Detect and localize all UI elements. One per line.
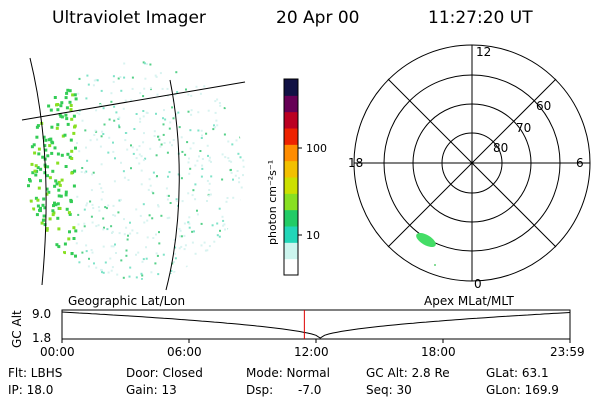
gain-status: Gain: 13 xyxy=(126,383,177,397)
time-tick-1800: 18:00 xyxy=(421,345,456,359)
colorbar-segment xyxy=(284,79,298,96)
seq-status: Seq: 30 xyxy=(366,383,412,397)
mode-status: Mode: Normal xyxy=(246,366,330,380)
colorbar-gradient xyxy=(284,79,298,276)
colorbar-unit-label: photon cm⁻²s⁻¹ xyxy=(266,160,279,245)
date-label: 20 Apr 00 xyxy=(276,8,360,28)
glat-status: GLat: 63.1 xyxy=(486,366,549,380)
altitude-curve xyxy=(61,311,571,339)
door-status: Door: Closed xyxy=(126,366,203,380)
mlat-label-60: 60 xyxy=(536,99,551,113)
apex-caption: Apex MLat/MLT xyxy=(424,294,514,308)
mlt-label-18: 18 xyxy=(348,156,363,170)
time-tick-0600: 06:00 xyxy=(167,345,202,359)
mlt-label-6: 6 xyxy=(576,156,584,170)
dsp-label: Dsp: xyxy=(246,383,274,397)
geographic-caption: Geographic Lat/Lon xyxy=(68,294,186,308)
altitude-tick-high: 9.0 xyxy=(32,307,51,321)
glon-status: GLon: 169.9 xyxy=(486,383,559,397)
dsp-value: -7.0 xyxy=(298,383,322,397)
time-tick-1200: 12:00 xyxy=(294,345,329,359)
colorbar-segment xyxy=(284,242,298,260)
colorbar-tick-100: 100 xyxy=(306,142,327,155)
mlat-label-80: 80 xyxy=(493,141,508,155)
colorbar-segment xyxy=(284,193,298,211)
colorbar-segment xyxy=(284,258,298,276)
mlat-label-70: 70 xyxy=(516,121,531,135)
geographic-image-panel xyxy=(21,57,246,291)
colorbar-segment xyxy=(284,160,298,178)
time-tick-2359: 23:59 xyxy=(550,345,585,359)
colorbar-segment xyxy=(284,144,298,162)
colorbar-segment xyxy=(284,209,298,227)
altitude-tick-low: 1.8 xyxy=(32,331,51,345)
polar-grid xyxy=(353,44,591,282)
colorbar-segment xyxy=(284,177,298,194)
altitude-time-plot: GC Alt 9.0 1.8 00:00 06:00 12:00 18:00 2… xyxy=(10,307,585,359)
mlt-label-12: 12 xyxy=(476,45,491,59)
colorbar-segment xyxy=(284,128,298,145)
altitude-axis-label: GC Alt xyxy=(10,310,24,348)
mlt-label-0: 0 xyxy=(474,277,482,291)
time-axis-ticks xyxy=(61,339,571,343)
instrument-title: Ultraviolet Imager xyxy=(52,8,206,28)
filter-status: Flt: LBHS xyxy=(8,366,63,380)
time-label: 11:27:20 UT xyxy=(428,8,533,28)
ip-status: IP: 18.0 xyxy=(8,383,54,397)
colorbar-segment xyxy=(284,111,298,129)
colorbar-segment xyxy=(284,95,298,113)
time-tick-0000: 00:00 xyxy=(40,345,75,359)
gc-alt-status: GC Alt: 2.8 Re xyxy=(366,366,450,380)
polar-mlat-mlt-plot: 12 18 6 0 60 70 80 xyxy=(348,44,591,291)
colorbar: 100 10 photon cm⁻²s⁻¹ xyxy=(266,78,327,276)
auroral-emission-layer xyxy=(27,61,245,280)
colorbar-tick-10: 10 xyxy=(306,229,320,242)
polar-emission-spot xyxy=(416,233,436,247)
geographic-grid-lines xyxy=(21,57,246,291)
colorbar-segment xyxy=(284,226,298,243)
